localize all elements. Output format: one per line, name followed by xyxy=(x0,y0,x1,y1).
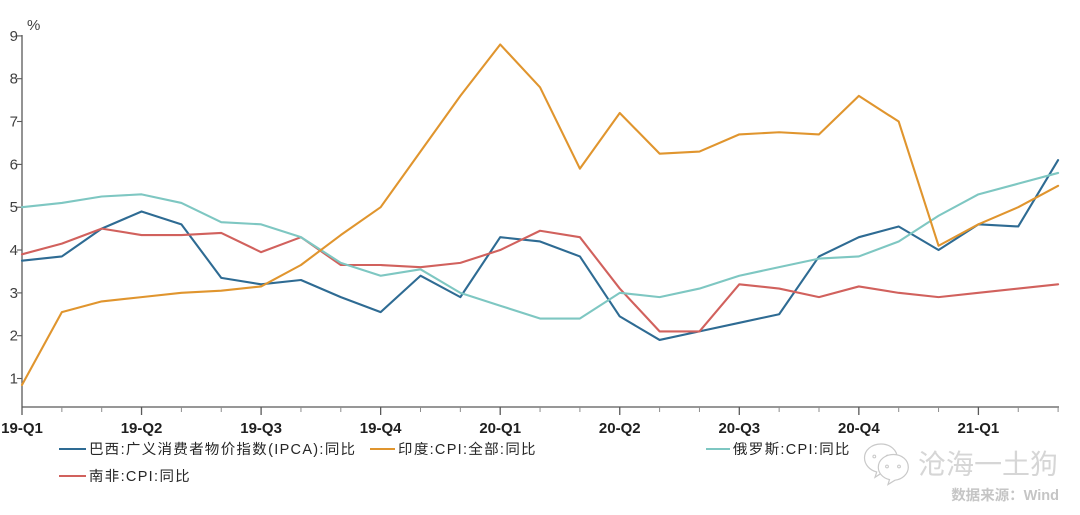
svg-text:南非:CPI:同比: 南非:CPI:同比 xyxy=(89,468,191,485)
svg-text:5: 5 xyxy=(10,199,18,216)
svg-text:数据来源：Wind: 数据来源：Wind xyxy=(951,487,1059,504)
svg-text:巴西:广义消费者物价指数(IPCA):同比: 巴西:广义消费者物价指数(IPCA):同比 xyxy=(89,441,356,458)
svg-text:沧海一土狗: 沧海一土狗 xyxy=(918,449,1058,480)
svg-text:6: 6 xyxy=(10,156,18,173)
svg-text:19-Q2: 19-Q2 xyxy=(121,420,163,437)
svg-text:俄罗斯:CPI:同比: 俄罗斯:CPI:同比 xyxy=(733,441,851,458)
svg-text:7: 7 xyxy=(10,114,18,131)
svg-text:印度:CPI:全部:同比: 印度:CPI:全部:同比 xyxy=(398,441,537,458)
svg-text:2: 2 xyxy=(10,328,18,345)
svg-text:1: 1 xyxy=(10,371,18,388)
svg-text:4: 4 xyxy=(10,242,18,259)
svg-text:20-Q3: 20-Q3 xyxy=(718,420,760,437)
svg-text:19-Q4: 19-Q4 xyxy=(360,420,402,437)
svg-text:9: 9 xyxy=(10,28,18,45)
svg-text:20-Q2: 20-Q2 xyxy=(599,420,641,437)
svg-text:%: % xyxy=(27,17,40,34)
svg-text:8: 8 xyxy=(10,71,18,88)
svg-text:19-Q1: 19-Q1 xyxy=(1,420,43,437)
svg-text:3: 3 xyxy=(10,285,18,302)
svg-text:21-Q1: 21-Q1 xyxy=(958,420,1000,437)
svg-text:20-Q4: 20-Q4 xyxy=(838,420,880,437)
svg-text:20-Q1: 20-Q1 xyxy=(479,420,521,437)
svg-text:19-Q3: 19-Q3 xyxy=(240,420,282,437)
